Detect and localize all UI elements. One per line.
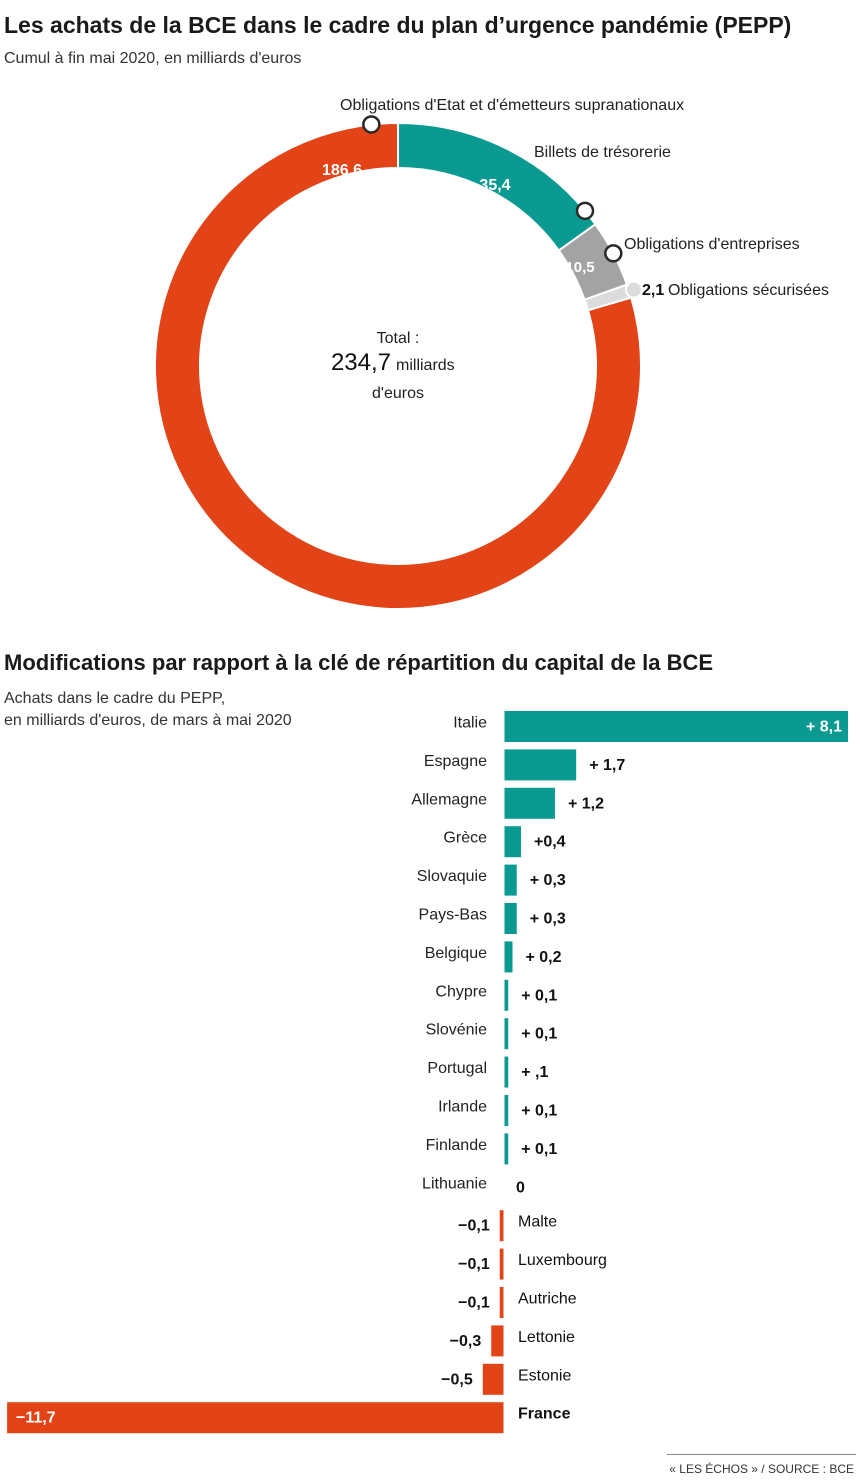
value-label-malte: −0,1 [458, 1218, 490, 1235]
value-label-luxembourg: −0,1 [458, 1256, 490, 1273]
slice-value-corporate-bonds: 10,5 [565, 259, 594, 276]
bar-pays-bas [504, 903, 517, 934]
bar-chart: Italie + 8,1 Espagne + 1,7 Allemagne + 1,2 Grè… [7, 709, 848, 1441]
bar-slovenie [504, 1018, 509, 1050]
category-label-irlande: Irlande [438, 1099, 487, 1116]
bar-chart-subtitle-line-2: en milliards d'euros, de mars à mai 2020 [4, 712, 292, 729]
value-label-chypre: + 0,1 [521, 987, 557, 1004]
total-unit-2: d'euros [372, 385, 424, 402]
slice-value-state-bonds: 186,6 [322, 162, 362, 179]
donut-chart-subtitle: Cumul à fin mai 2020, en milliards d'eur… [4, 50, 302, 67]
slice-marker [604, 244, 623, 263]
bar-chart-subtitle-line-1: Achats dans le cadre du PEPP, [4, 690, 226, 707]
bar-chart-subtitle: Achats dans le cadre du PEPP, en milliar… [4, 688, 292, 732]
bar-portugal [504, 1056, 509, 1088]
bar-chypre [504, 979, 509, 1011]
bar-espagne [504, 749, 577, 781]
value-label-autriche: −0,1 [458, 1295, 490, 1312]
category-label-allemagne: Allemagne [411, 791, 487, 808]
bar-chart-title: Modifications par rapport à la clé de ré… [4, 650, 714, 675]
slice-marker [575, 201, 595, 221]
bar-france [7, 1402, 504, 1434]
bar-italie [504, 711, 848, 742]
slice-label-state-bonds: Obligations d'Etat et d'émetteurs supran… [340, 97, 684, 114]
value-label-espagne: + 1,7 [589, 757, 625, 774]
donut-chart-title: Les achats de la BCE dans le cadre du pl… [4, 12, 792, 38]
bar-irlande [504, 1095, 509, 1126]
slice-value-covered-bonds: 2,1 [642, 282, 664, 299]
value-label-portugal: + ,1 [521, 1064, 548, 1081]
bar-autriche [499, 1287, 504, 1318]
value-label-slovenie: + 0,1 [521, 1026, 557, 1043]
value-label-italie: + 8,1 [806, 719, 842, 736]
category-label-belgique: Belgique [425, 945, 487, 962]
category-label-pays-bas: Pays-Bas [419, 907, 487, 924]
slice-label-covered-bonds: Obligations sécurisées [668, 282, 829, 299]
slice-label-treasury-bills: Billets de trésorerie [534, 144, 671, 161]
slice-label-corporate-bonds: Obligations d'entreprises [624, 236, 800, 253]
value-label-lithuanie: 0 [516, 1179, 525, 1196]
donut-chart: 186,6 35,4 10,5 Obligations d'Etat et d'éme… [154, 97, 829, 610]
category-label-grece: Grèce [443, 830, 487, 847]
bar-belgique [504, 941, 513, 973]
category-label-italie: Italie [453, 715, 487, 732]
value-label-allemagne: + 1,2 [568, 795, 604, 812]
source-text: « LES ÉCHOS » / SOURCE : BCE [669, 1462, 854, 1476]
slice-marker [624, 280, 643, 299]
value-label-france: −11,7 [16, 1410, 56, 1427]
slice-marker [362, 115, 381, 134]
total-unit: milliards [396, 357, 455, 374]
bar-slovaquie [504, 864, 517, 896]
total-label: Total : [377, 330, 420, 347]
value-label-pays-bas: + 0,3 [530, 911, 566, 928]
value-label-lettonie: −0,3 [450, 1333, 482, 1350]
category-label-slovenie: Slovénie [426, 1022, 487, 1039]
bar-luxembourg [499, 1248, 504, 1280]
slice-value-treasury-bills: 35,4 [479, 177, 510, 194]
value-label-irlande: + 0,1 [521, 1103, 557, 1120]
value-label-finlande: + 0,1 [521, 1141, 557, 1158]
bar-allemagne [504, 787, 555, 819]
total-value: 234,7 [331, 349, 391, 376]
category-label-portugal: Portugal [427, 1060, 487, 1077]
bar-estonie [482, 1363, 504, 1395]
category-label-luxembourg: Luxembourg [518, 1252, 607, 1269]
category-label-finlande: Finlande [426, 1137, 487, 1154]
category-label-france: France [518, 1406, 571, 1423]
bar-malte [499, 1210, 504, 1242]
bar-grece [504, 826, 521, 858]
bar-finlande [504, 1133, 509, 1165]
category-label-espagne: Espagne [424, 753, 487, 770]
value-label-slovaquie: + 0,3 [530, 872, 566, 889]
footer-divider [667, 1454, 856, 1455]
category-label-autriche: Autriche [518, 1291, 577, 1308]
category-label-slovaquie: Slovaquie [417, 868, 487, 885]
category-label-chypre: Chypre [435, 983, 487, 1000]
bar-lettonie [491, 1325, 504, 1357]
value-label-estonie: −0,5 [441, 1371, 473, 1388]
category-label-estonie: Estonie [518, 1367, 571, 1384]
source-note: « LES ÉCHOS » / SOURCE : BCE [667, 1454, 856, 1476]
category-label-malte: Malte [518, 1214, 557, 1231]
category-label-lithuanie: Lithuanie [422, 1175, 487, 1192]
value-label-grece: +0,4 [534, 834, 566, 851]
category-label-lettonie: Lettonie [518, 1329, 575, 1346]
value-label-belgique: + 0,2 [525, 949, 561, 966]
